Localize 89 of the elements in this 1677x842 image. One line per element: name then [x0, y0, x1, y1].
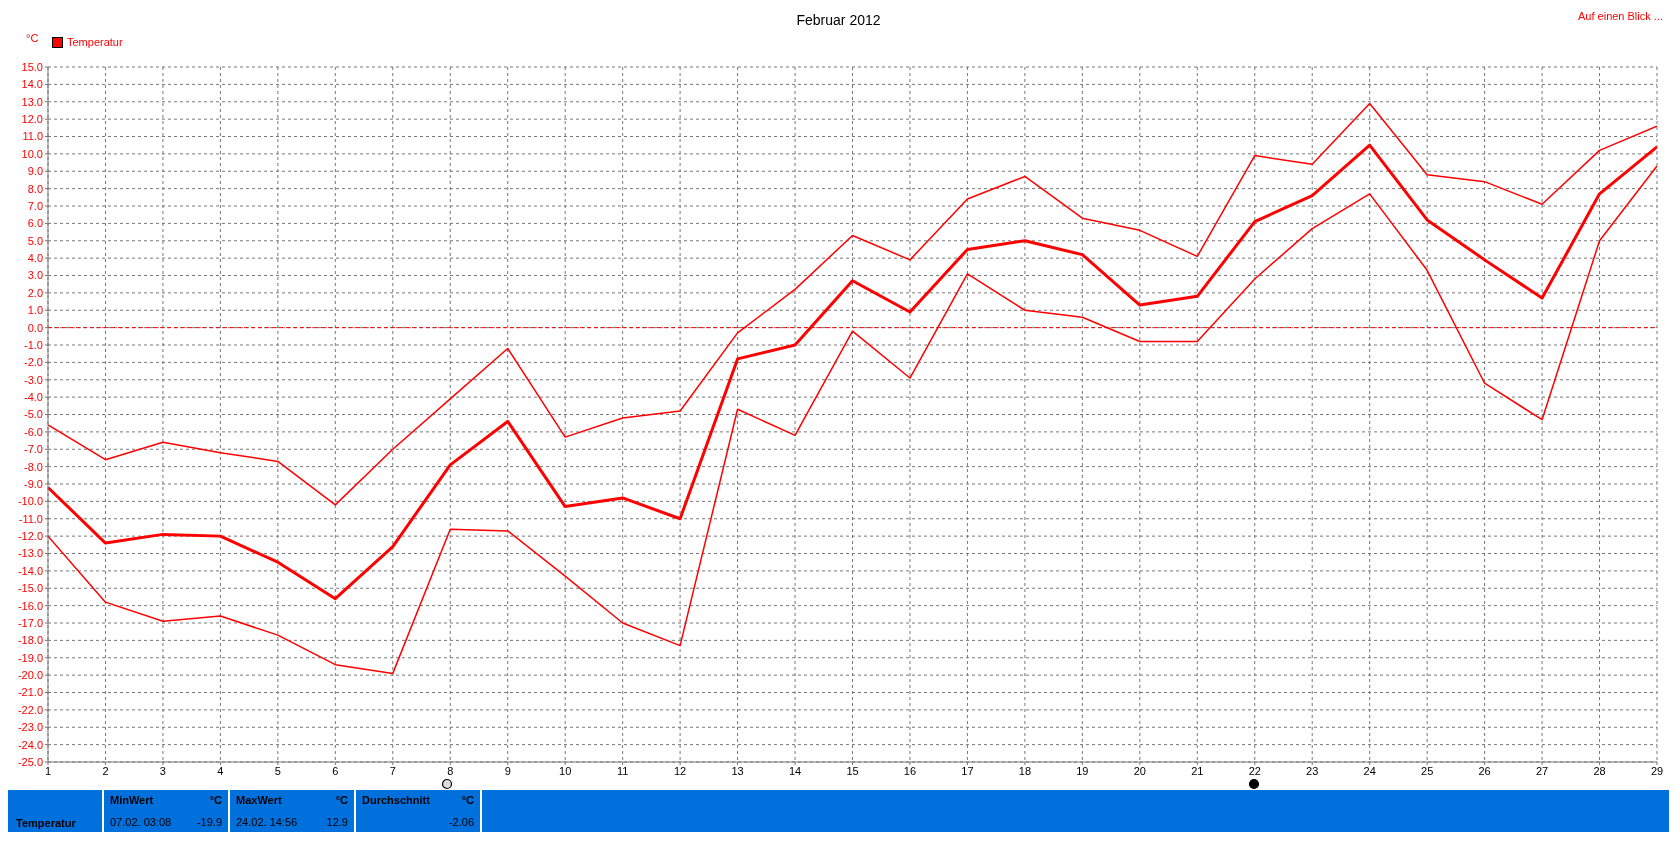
y-tick-label: -18.0 — [17, 634, 43, 647]
y-tick-label: -15.0 — [17, 582, 43, 595]
x-tick-label: 13 — [731, 764, 744, 777]
y-axis-title: °C — [26, 32, 39, 44]
y-tick-label: -19.0 — [17, 651, 43, 664]
x-tick-label: 1 — [44, 764, 52, 777]
x-tick-label: 3 — [159, 764, 166, 777]
y-tick-label: -2.0 — [24, 356, 43, 369]
y-tick-label: -20.0 — [17, 669, 43, 682]
line-series — [48, 165, 1657, 675]
y-tick-label: -10.0 — [17, 495, 43, 508]
x-tick-label: 11 — [616, 764, 629, 777]
text: °C — [335, 794, 348, 806]
y-tick-label: -6.0 — [24, 425, 43, 438]
y-tick-label: -5.0 — [24, 408, 43, 421]
x-tick-label: 12 — [673, 764, 687, 777]
x-tick-label: 24 — [1363, 764, 1376, 777]
y-tick-label: -23.0 — [17, 721, 43, 734]
y-tick-label: -14.0 — [17, 564, 43, 577]
y-tick-label: -25.0 — [17, 755, 43, 768]
x-tick-label: 23 — [1306, 764, 1319, 777]
text: MaxWert — [236, 794, 282, 806]
y-tick-label: 2.0 — [27, 286, 43, 299]
text: MinWert — [110, 794, 154, 806]
x-tick-label: 2 — [102, 764, 109, 777]
y-tick-label: 15.0 — [21, 60, 43, 73]
text: 12.9 — [326, 816, 348, 828]
text: °C — [209, 794, 222, 806]
x-tick-label: 7 — [389, 764, 396, 777]
y-tick-label: -22.0 — [17, 703, 43, 716]
y-tick-label: 6.0 — [27, 217, 43, 230]
chart-title: Februar 2012 — [796, 12, 881, 28]
text: °C — [461, 794, 474, 806]
y-tick-label: -3.0 — [24, 373, 43, 386]
y-tick-label: 5.0 — [27, 234, 43, 247]
y-tick-label: -21.0 — [17, 686, 43, 699]
x-tick-label: 14 — [788, 764, 802, 777]
y-tick-label: -8.0 — [24, 460, 43, 473]
text: -19.9 — [196, 816, 222, 828]
x-tick-label: 28 — [1593, 764, 1606, 777]
y-tick-label: -24.0 — [17, 738, 43, 751]
x-tick-label: 25 — [1421, 764, 1434, 777]
y-tick-label: -16.0 — [17, 599, 43, 612]
y-tick-label: 10.0 — [21, 147, 43, 160]
x-tick-label: 22 — [1248, 764, 1261, 777]
y-tick-label: -1.0 — [24, 338, 43, 351]
y-tick-label: 0.0 — [27, 321, 43, 334]
text: Temperatur — [8, 790, 104, 832]
y-tick-label: 13.0 — [21, 95, 43, 108]
line-series — [48, 102, 1657, 506]
x-tick-label: 9 — [504, 764, 511, 777]
text: Durchschnitt — [362, 794, 430, 806]
text: Auf einen Blick ... — [1578, 10, 1663, 22]
y-tick-label: 1.0 — [27, 304, 43, 317]
line-series — [48, 143, 1657, 601]
x-tick-label: 4 — [217, 764, 224, 777]
y-tick-label: 9.0 — [27, 165, 43, 178]
y-tick-label: 7.0 — [27, 199, 43, 212]
y-tick-label: -13.0 — [17, 547, 43, 560]
x-tick-label: 17 — [961, 764, 974, 777]
y-tick-label: -4.0 — [24, 391, 43, 404]
x-tick-label: 20 — [1133, 764, 1146, 777]
y-tick-label: -9.0 — [24, 477, 43, 490]
y-tick-label: -11.0 — [18, 512, 43, 525]
text: -2.06 — [448, 816, 474, 828]
x-tick-label: 6 — [332, 764, 339, 777]
x-tick-label: 10 — [559, 764, 572, 777]
y-tick-label: -12.0 — [17, 530, 43, 543]
x-tick-label: 16 — [903, 764, 917, 777]
y-tick-label: 3.0 — [27, 269, 43, 282]
y-tick-label: 12.0 — [21, 113, 43, 126]
text: 07.02. 03:08 — [110, 816, 172, 828]
x-tick-label: 5 — [274, 764, 281, 777]
x-tick-label: 21 — [1191, 764, 1204, 777]
y-tick-label: 4.0 — [27, 252, 43, 265]
text: 24.02. 14:56 — [236, 816, 298, 828]
x-tick-label: 8 — [447, 764, 454, 777]
x-tick-label: 15 — [846, 764, 859, 777]
y-tick-label: -17.0 — [17, 616, 43, 629]
x-tick-label: 26 — [1478, 764, 1491, 777]
x-tick-label: 18 — [1018, 764, 1032, 777]
y-tick-label: -7.0 — [24, 443, 43, 456]
legend-label: Temperatur — [66, 36, 123, 48]
y-tick-label: 8.0 — [27, 182, 43, 195]
x-tick-label: 27 — [1535, 764, 1549, 777]
y-tick-label: 14.0 — [21, 78, 43, 91]
x-tick-label: 19 — [1076, 764, 1089, 777]
y-tick-label: 11.0 — [22, 130, 43, 143]
x-tick-label: 29 — [1650, 764, 1664, 777]
